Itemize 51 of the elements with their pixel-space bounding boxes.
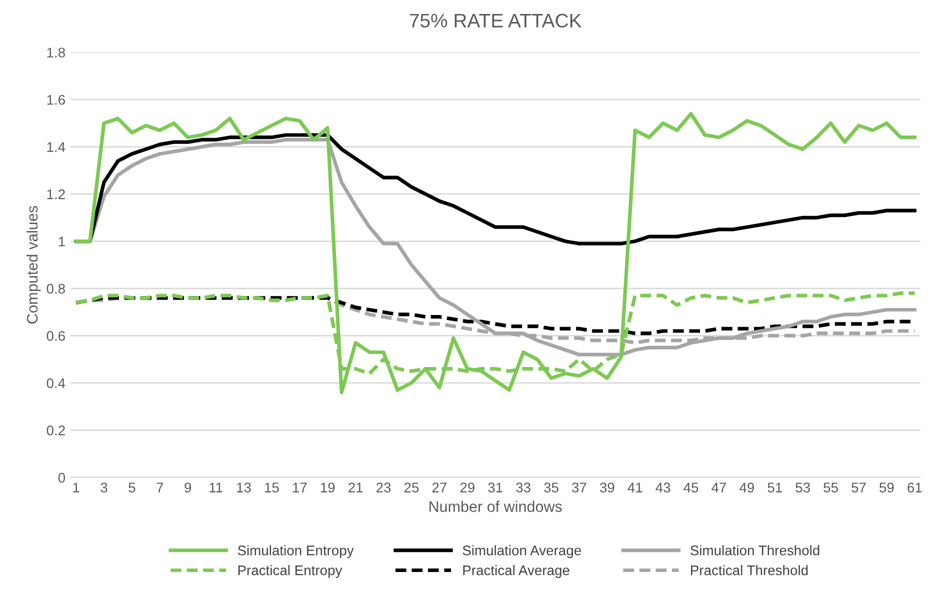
y-tick-label: 0.6 [46,331,65,341]
x-tick-label: 23 [376,482,391,492]
x-tick-label: 9 [184,482,192,492]
x-tick-label: 51 [768,482,782,492]
line-series [74,112,916,394]
x-tick-label: 5 [128,482,136,492]
x-tick-label: 53 [796,482,810,492]
y-tick-label: 0 [58,472,66,483]
y-tick-label: 0.4 [46,378,66,388]
legend-label: Simulation Average [462,545,581,558]
x-tick-label: 7 [156,482,164,492]
x-tick-label: 17 [292,482,307,492]
y-axis-title: Computed values [26,206,41,324]
legend-label: Practical Average [463,565,570,578]
x-tick-label: 55 [824,482,838,492]
legend-label: Practical Threshold [691,565,808,576]
x-tick-label: 43 [656,482,670,492]
x-tick-label: 25 [404,482,419,492]
x-tick-label: 31 [488,482,502,492]
y-tick-label: 0.8 [46,284,65,294]
y-tick-label: 0.2 [46,426,65,436]
y-tick-label: 1.2 [47,189,65,200]
x-tick-label: 21 [348,482,363,492]
legend-label: Simulation Threshold [690,545,820,556]
x-tick-label: 15 [265,482,279,492]
x-tick-label: 29 [460,482,474,492]
x-tick-label: 13 [237,482,251,492]
x-tick-label: 39 [600,482,614,492]
x-tick-label: 35 [544,482,558,492]
x-tick-label: 1 [73,482,80,492]
x-tick-label: 45 [684,482,698,492]
y-tick-label: 1.8 [47,48,65,58]
y-tick-label: 1.4 [47,142,66,152]
x-tick-label: 3 [100,482,108,492]
legend-label: Simulation Entropy [238,545,354,558]
legend-label: Practical Entropy [238,565,342,578]
x-tick-label: 57 [852,482,866,492]
x-tick-label: 59 [880,482,894,492]
x-tick-label: 33 [516,482,530,492]
chart-title: 75% RATE ATTACK [410,14,582,28]
x-tick-label: 37 [572,482,586,492]
x-tick-label: 19 [320,482,335,492]
y-tick-label: 1 [58,236,65,246]
x-tick-label: 61 [908,482,922,492]
y-tick-label: 1.6 [47,94,65,105]
x-tick-label: 11 [210,482,222,492]
x-tick-label: 49 [740,482,754,492]
x-tick-label: 47 [712,482,726,492]
x-axis-title: Number of windows [430,500,562,512]
x-tick-label: 27 [432,482,446,492]
x-tick-label: 41 [628,482,642,492]
